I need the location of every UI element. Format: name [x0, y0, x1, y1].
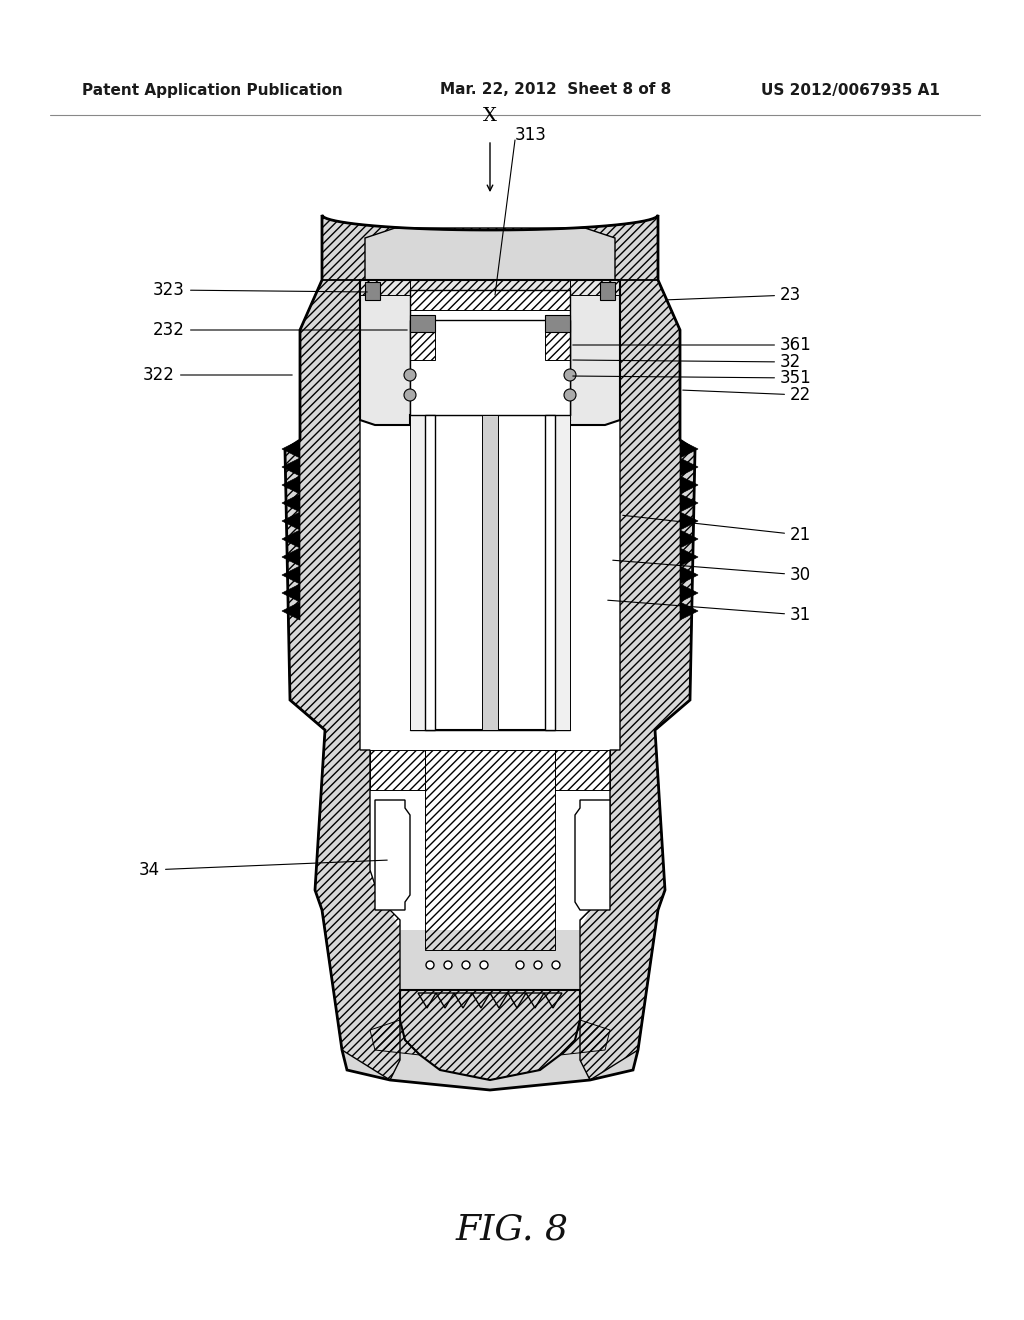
Circle shape: [462, 961, 470, 969]
Polygon shape: [365, 282, 380, 300]
Text: 232: 232: [154, 321, 408, 339]
Polygon shape: [282, 566, 300, 583]
Text: 32: 32: [572, 352, 801, 371]
Text: X: X: [483, 107, 497, 125]
Circle shape: [552, 961, 560, 969]
Circle shape: [404, 370, 416, 381]
Polygon shape: [680, 440, 698, 458]
Polygon shape: [282, 548, 300, 566]
Polygon shape: [282, 583, 300, 602]
Polygon shape: [680, 566, 698, 583]
Polygon shape: [282, 458, 300, 477]
Polygon shape: [545, 414, 555, 730]
Circle shape: [564, 389, 575, 401]
Polygon shape: [282, 494, 300, 512]
Polygon shape: [410, 319, 570, 414]
Text: Mar. 22, 2012  Sheet 8 of 8: Mar. 22, 2012 Sheet 8 of 8: [440, 82, 672, 98]
Text: US 2012/0067935 A1: US 2012/0067935 A1: [761, 82, 940, 98]
Circle shape: [534, 961, 542, 969]
Polygon shape: [282, 512, 300, 531]
Polygon shape: [680, 602, 698, 620]
Polygon shape: [680, 477, 698, 494]
Polygon shape: [575, 800, 610, 909]
Text: 313: 313: [515, 125, 547, 144]
Circle shape: [404, 389, 416, 401]
Polygon shape: [410, 414, 425, 730]
Text: 361: 361: [572, 337, 812, 354]
Polygon shape: [680, 494, 698, 512]
Polygon shape: [425, 414, 435, 730]
Polygon shape: [680, 512, 698, 531]
Text: 31: 31: [608, 601, 811, 624]
Polygon shape: [680, 531, 698, 548]
Polygon shape: [360, 280, 620, 425]
Text: 21: 21: [623, 515, 811, 544]
Text: 34: 34: [139, 861, 387, 879]
Circle shape: [480, 961, 488, 969]
Circle shape: [426, 961, 434, 969]
Polygon shape: [425, 414, 555, 730]
Circle shape: [564, 370, 575, 381]
Polygon shape: [680, 548, 698, 566]
Polygon shape: [680, 458, 698, 477]
Text: 323: 323: [154, 281, 368, 300]
Polygon shape: [555, 414, 570, 730]
Polygon shape: [545, 315, 570, 333]
Circle shape: [444, 961, 452, 969]
Polygon shape: [600, 282, 615, 300]
Text: 351: 351: [572, 370, 812, 387]
Text: 30: 30: [612, 560, 811, 583]
Circle shape: [516, 961, 524, 969]
Polygon shape: [282, 477, 300, 494]
Polygon shape: [375, 800, 410, 909]
Text: 22: 22: [683, 385, 811, 404]
Polygon shape: [360, 280, 620, 931]
Text: 322: 322: [143, 366, 292, 384]
Polygon shape: [410, 315, 435, 333]
Polygon shape: [282, 602, 300, 620]
Text: FIG. 8: FIG. 8: [456, 1213, 568, 1247]
Polygon shape: [282, 531, 300, 548]
Polygon shape: [680, 583, 698, 602]
Text: 23: 23: [666, 286, 801, 304]
Text: Patent Application Publication: Patent Application Publication: [82, 82, 343, 98]
Polygon shape: [482, 414, 498, 730]
Polygon shape: [285, 215, 695, 1090]
Polygon shape: [410, 290, 570, 414]
Polygon shape: [282, 440, 300, 458]
